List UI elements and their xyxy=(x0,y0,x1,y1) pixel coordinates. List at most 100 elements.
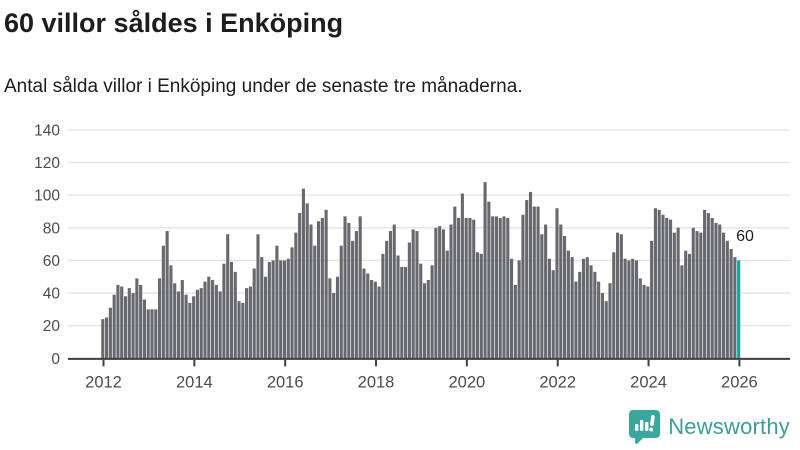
y-tick-label: 140 xyxy=(34,122,60,139)
bar xyxy=(339,245,343,359)
bar xyxy=(105,317,109,359)
bar xyxy=(188,302,192,359)
bar xyxy=(184,294,188,359)
bar xyxy=(404,266,408,359)
bar xyxy=(714,222,718,359)
bar xyxy=(475,252,480,359)
bar xyxy=(313,245,317,359)
bar xyxy=(241,302,245,359)
bar xyxy=(214,284,218,359)
bar xyxy=(139,284,143,359)
bar xyxy=(279,260,283,359)
bar xyxy=(158,278,162,359)
bar xyxy=(721,232,726,359)
bar xyxy=(491,216,495,359)
bar xyxy=(551,270,555,359)
bar xyxy=(453,206,457,359)
bar xyxy=(502,216,506,359)
bar xyxy=(116,284,120,359)
bar xyxy=(691,227,695,359)
x-tick-label: 2016 xyxy=(267,373,304,391)
bar xyxy=(525,200,529,359)
y-tick-label: 20 xyxy=(43,318,61,335)
bar xyxy=(222,263,226,359)
bar xyxy=(570,257,574,359)
bar xyxy=(233,271,237,359)
bar xyxy=(661,214,665,359)
bar xyxy=(354,231,358,359)
bar xyxy=(229,262,234,359)
bar xyxy=(521,214,525,359)
bar xyxy=(267,262,271,359)
bar xyxy=(547,258,551,359)
bar xyxy=(650,240,654,359)
bar xyxy=(449,224,453,359)
brand-wordmark: Newsworthy xyxy=(668,413,790,439)
bar xyxy=(438,226,442,359)
bar xyxy=(638,278,642,359)
bar xyxy=(256,234,260,359)
bar xyxy=(351,240,355,359)
bar xyxy=(366,273,370,359)
bar xyxy=(593,271,597,359)
bar xyxy=(725,240,729,359)
bar xyxy=(400,266,404,359)
bar xyxy=(608,283,612,359)
bar xyxy=(703,209,707,359)
bar xyxy=(112,294,116,359)
bar xyxy=(483,182,487,359)
bar xyxy=(176,291,181,359)
bar xyxy=(578,271,582,359)
y-tick-label: 60 xyxy=(43,253,61,270)
bar xyxy=(536,206,540,359)
bar xyxy=(604,301,608,359)
bar xyxy=(165,231,169,359)
bar xyxy=(358,216,362,359)
bar xyxy=(237,301,241,359)
bar xyxy=(494,216,498,359)
bar xyxy=(218,291,222,359)
bar xyxy=(441,229,446,359)
bar xyxy=(513,284,517,359)
x-tick-label: 2024 xyxy=(630,373,667,391)
x-tick-label: 2014 xyxy=(176,373,213,391)
bar xyxy=(195,289,199,359)
bar xyxy=(294,232,298,359)
bar xyxy=(559,224,563,359)
bar xyxy=(146,309,150,359)
bar xyxy=(581,258,586,359)
bar xyxy=(245,288,249,359)
bar xyxy=(169,265,173,359)
bar xyxy=(347,222,351,359)
bar xyxy=(589,265,593,359)
bar xyxy=(706,213,710,359)
bar xyxy=(718,224,722,359)
bar xyxy=(634,260,639,359)
bar xyxy=(616,232,620,359)
y-tick-label: 120 xyxy=(34,155,60,172)
bar xyxy=(627,260,631,359)
bar xyxy=(687,253,692,359)
bar xyxy=(676,227,680,359)
bar xyxy=(203,281,207,359)
x-tick-label: 2012 xyxy=(85,373,122,391)
bar xyxy=(123,296,128,359)
bar xyxy=(733,257,737,359)
bar xyxy=(498,217,502,359)
bar xyxy=(729,248,733,359)
bar xyxy=(207,276,211,359)
bar xyxy=(600,293,604,359)
bar xyxy=(301,188,305,359)
x-tick-label: 2018 xyxy=(358,373,395,391)
bar xyxy=(101,319,105,359)
bar xyxy=(555,208,559,359)
bar xyxy=(385,240,389,359)
bar xyxy=(597,281,601,359)
bar xyxy=(275,245,279,359)
bar xyxy=(142,299,146,359)
bar xyxy=(407,242,411,359)
x-tick-label: 2020 xyxy=(449,373,486,391)
bar xyxy=(173,283,177,359)
bar xyxy=(487,201,491,359)
bar xyxy=(646,286,650,359)
